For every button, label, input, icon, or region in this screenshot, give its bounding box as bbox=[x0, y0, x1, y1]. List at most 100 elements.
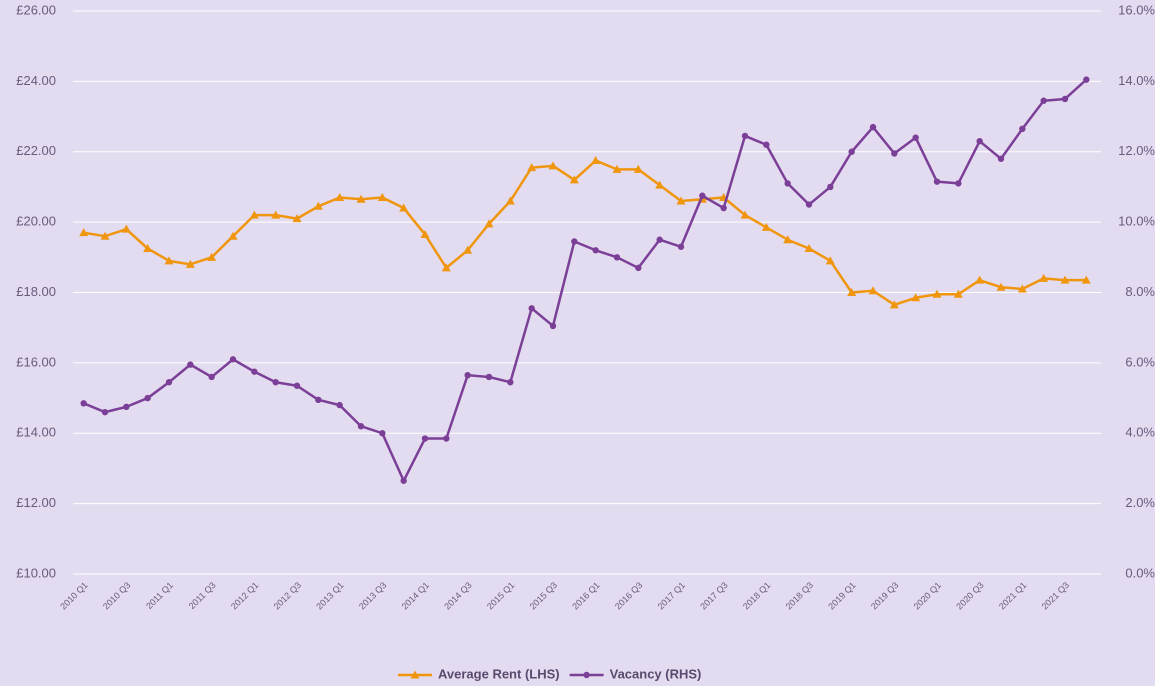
series-line bbox=[83, 78, 1088, 483]
point bbox=[292, 214, 302, 223]
point bbox=[80, 400, 87, 407]
point bbox=[655, 180, 665, 189]
point bbox=[847, 288, 857, 296]
point bbox=[549, 322, 557, 330]
point bbox=[720, 204, 727, 212]
y2-tick-label: 16.0% bbox=[1118, 2, 1155, 17]
point bbox=[784, 180, 791, 187]
y-tick-label: £24.00 bbox=[16, 73, 56, 88]
point bbox=[592, 247, 599, 254]
point bbox=[377, 192, 387, 201]
point bbox=[825, 256, 835, 265]
point bbox=[185, 259, 195, 268]
y-tick-label: £16.00 bbox=[16, 354, 56, 369]
y-tick-label: £22.00 bbox=[16, 143, 56, 158]
point bbox=[101, 408, 109, 416]
point bbox=[1083, 76, 1090, 83]
y-tick-label: £14.00 bbox=[16, 425, 56, 440]
point bbox=[271, 210, 281, 219]
point bbox=[741, 132, 749, 140]
point bbox=[699, 192, 706, 199]
y-tick-label: £20.00 bbox=[16, 214, 56, 229]
point bbox=[249, 210, 259, 219]
y2-tick-label: 12.0% bbox=[1118, 143, 1155, 158]
point bbox=[79, 228, 89, 237]
point bbox=[1040, 97, 1047, 104]
point bbox=[932, 289, 942, 298]
point bbox=[463, 245, 473, 254]
point bbox=[571, 238, 578, 245]
point bbox=[420, 229, 430, 238]
point bbox=[443, 435, 450, 442]
point bbox=[228, 231, 238, 240]
point bbox=[165, 379, 173, 386]
point bbox=[100, 231, 110, 240]
point bbox=[569, 175, 579, 184]
point bbox=[464, 371, 471, 379]
point bbox=[272, 379, 279, 386]
point bbox=[804, 244, 814, 253]
point bbox=[889, 300, 899, 309]
point bbox=[740, 210, 750, 219]
point bbox=[1060, 275, 1070, 284]
point bbox=[207, 252, 217, 261]
y2-tick-label: 10.0% bbox=[1118, 214, 1155, 229]
point bbox=[336, 401, 343, 409]
point bbox=[1061, 95, 1069, 103]
y2-tick-label: 4.0% bbox=[1125, 425, 1155, 440]
point bbox=[953, 289, 963, 298]
point bbox=[144, 394, 151, 402]
point bbox=[761, 222, 771, 231]
legend-label: Vacancy (RHS) bbox=[610, 666, 702, 681]
point bbox=[656, 236, 663, 243]
y2-tick-label: 0.0% bbox=[1125, 565, 1155, 580]
legend-label: Average Rent (LHS) bbox=[438, 666, 560, 681]
y2-tick-label: 2.0% bbox=[1125, 495, 1155, 510]
point bbox=[676, 196, 686, 205]
point bbox=[187, 361, 194, 368]
legend-marker bbox=[410, 670, 420, 679]
point bbox=[868, 286, 878, 295]
point bbox=[313, 201, 323, 210]
y-tick-label: £18.00 bbox=[16, 284, 56, 299]
point bbox=[912, 134, 919, 141]
point bbox=[379, 430, 386, 437]
point bbox=[976, 137, 983, 145]
point bbox=[400, 477, 407, 484]
point bbox=[357, 423, 365, 430]
point bbox=[505, 196, 515, 205]
point bbox=[911, 293, 921, 302]
point bbox=[805, 201, 813, 208]
point bbox=[848, 148, 855, 155]
point bbox=[527, 163, 537, 172]
point bbox=[507, 379, 514, 386]
point bbox=[1017, 284, 1027, 293]
point bbox=[335, 192, 345, 201]
legend-marker bbox=[583, 671, 590, 679]
point bbox=[293, 382, 301, 389]
point bbox=[485, 373, 493, 381]
point bbox=[251, 368, 258, 375]
point bbox=[677, 243, 685, 250]
point bbox=[997, 155, 1005, 162]
point bbox=[955, 180, 962, 187]
point bbox=[356, 194, 366, 203]
y-tick-label: £12.00 bbox=[16, 495, 56, 510]
point bbox=[996, 282, 1006, 291]
point bbox=[484, 219, 494, 228]
y2-tick-label: 14.0% bbox=[1118, 73, 1155, 88]
point bbox=[421, 435, 429, 442]
point bbox=[633, 164, 643, 173]
point bbox=[121, 224, 131, 233]
point bbox=[1081, 275, 1091, 284]
point bbox=[528, 305, 535, 312]
point bbox=[548, 161, 558, 170]
point bbox=[933, 178, 941, 185]
point bbox=[315, 396, 322, 404]
series-line bbox=[83, 159, 1087, 307]
point bbox=[827, 183, 834, 191]
y-tick-label: £10.00 bbox=[16, 565, 56, 580]
point bbox=[164, 256, 174, 265]
